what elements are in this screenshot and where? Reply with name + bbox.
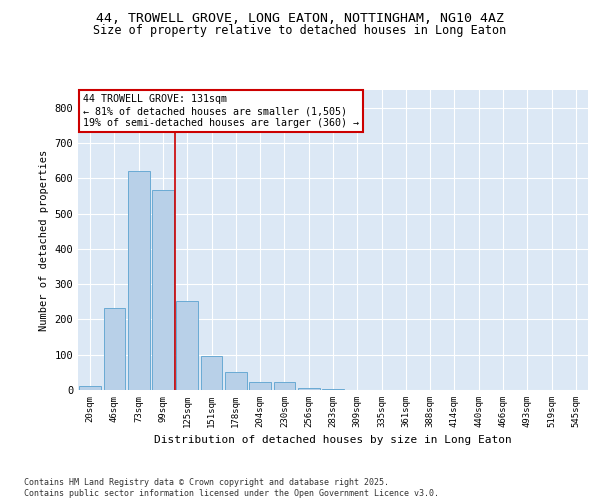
Bar xyxy=(128,171,149,390)
Text: Contains HM Land Registry data © Crown copyright and database right 2025.
Contai: Contains HM Land Registry data © Crown c… xyxy=(24,478,439,498)
Text: Size of property relative to detached houses in Long Eaton: Size of property relative to detached ho… xyxy=(94,24,506,37)
Bar xyxy=(104,308,125,390)
Bar xyxy=(176,301,198,390)
X-axis label: Distribution of detached houses by size in Long Eaton: Distribution of detached houses by size … xyxy=(154,436,512,446)
Bar xyxy=(200,356,223,390)
Text: 44 TROWELL GROVE: 131sqm
← 81% of detached houses are smaller (1,505)
19% of sem: 44 TROWELL GROVE: 131sqm ← 81% of detach… xyxy=(83,94,359,128)
Y-axis label: Number of detached properties: Number of detached properties xyxy=(39,150,49,330)
Bar xyxy=(249,382,271,390)
Bar xyxy=(225,372,247,390)
Text: 44, TROWELL GROVE, LONG EATON, NOTTINGHAM, NG10 4AZ: 44, TROWELL GROVE, LONG EATON, NOTTINGHA… xyxy=(96,12,504,26)
Bar xyxy=(274,382,295,390)
Bar xyxy=(152,190,174,390)
Bar xyxy=(298,388,320,390)
Bar xyxy=(79,386,101,390)
